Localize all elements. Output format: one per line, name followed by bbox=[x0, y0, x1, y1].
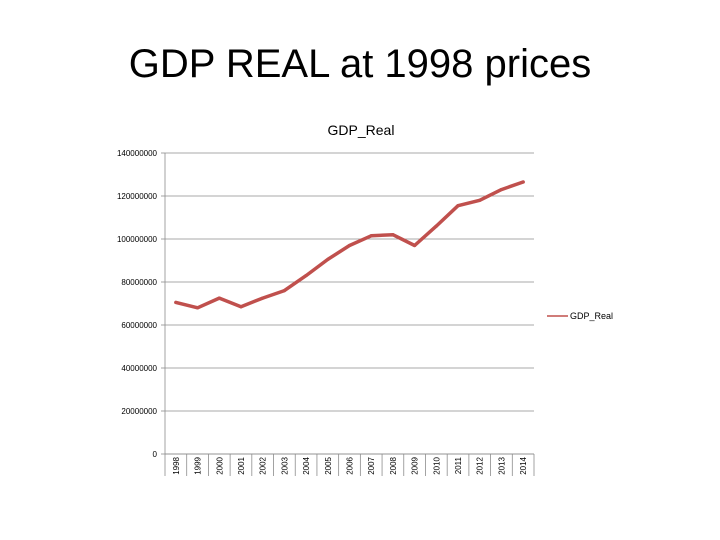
series-group bbox=[174, 180, 525, 310]
chart-title: GDP_Real bbox=[328, 122, 395, 138]
data-point bbox=[326, 257, 330, 262]
data-point bbox=[499, 187, 504, 192]
x-tick-label: 2005 bbox=[324, 456, 333, 474]
x-tick-label: 2006 bbox=[346, 456, 355, 474]
x-tick-label: 1999 bbox=[194, 456, 203, 474]
y-tick-label: 80000000 bbox=[121, 278, 157, 287]
x-tick-label: 2000 bbox=[215, 456, 224, 474]
data-point bbox=[261, 296, 265, 300]
x-tick-label: 2011 bbox=[454, 456, 463, 474]
data-point bbox=[413, 243, 417, 248]
data-point bbox=[195, 306, 200, 310]
x-tick-label: 2001 bbox=[237, 456, 246, 474]
x-axis bbox=[164, 153, 534, 455]
data-point bbox=[304, 273, 308, 278]
data-point bbox=[521, 180, 525, 184]
x-tick-label: 2014 bbox=[519, 456, 528, 474]
slide-title: GDP REAL at 1998 prices bbox=[128, 42, 592, 86]
x-tick-label: 2008 bbox=[389, 456, 398, 474]
x-tick-label: 2009 bbox=[411, 456, 420, 474]
y-tick-label: 100000000 bbox=[117, 235, 158, 244]
x-tick-label: 1998 bbox=[172, 456, 181, 474]
y-tick-label: 40000000 bbox=[121, 364, 157, 373]
y-tick-label: 120000000 bbox=[117, 192, 158, 201]
legend-label: GDP_Real bbox=[570, 311, 613, 321]
gridlines bbox=[165, 152, 534, 455]
data-point bbox=[282, 289, 286, 293]
data-point bbox=[369, 234, 373, 238]
data-point bbox=[217, 296, 221, 300]
data-point bbox=[239, 305, 243, 309]
y-tick-label: 140000000 bbox=[117, 149, 158, 158]
x-tick-label: 2004 bbox=[302, 456, 311, 474]
y-tick-label: 0 bbox=[153, 450, 158, 459]
data-point bbox=[456, 204, 460, 208]
data-point bbox=[174, 300, 178, 305]
x-tick-label: 2013 bbox=[497, 456, 506, 474]
data-point bbox=[434, 224, 438, 228]
legend: GDP_Real bbox=[547, 311, 613, 321]
data-point bbox=[347, 243, 352, 248]
x-tick-label: 2010 bbox=[432, 456, 441, 474]
data-point bbox=[478, 198, 482, 202]
y-tick-label: 20000000 bbox=[121, 407, 157, 416]
y-axis-ticks: 0 20000000 40000000 60000000 80000000 1000000… bbox=[117, 149, 165, 459]
x-tick-label: 2012 bbox=[476, 456, 485, 474]
x-tick-label: 2003 bbox=[280, 456, 289, 474]
x-tick-label: 2007 bbox=[367, 456, 376, 474]
y-tick-label: 60000000 bbox=[121, 321, 157, 330]
x-tick-label: 2002 bbox=[259, 456, 268, 474]
x-axis-ticks: 1998 1999 2000 2001 2002 2003 2004 2005 2006 2007… bbox=[164, 454, 535, 476]
data-point bbox=[391, 233, 395, 237]
